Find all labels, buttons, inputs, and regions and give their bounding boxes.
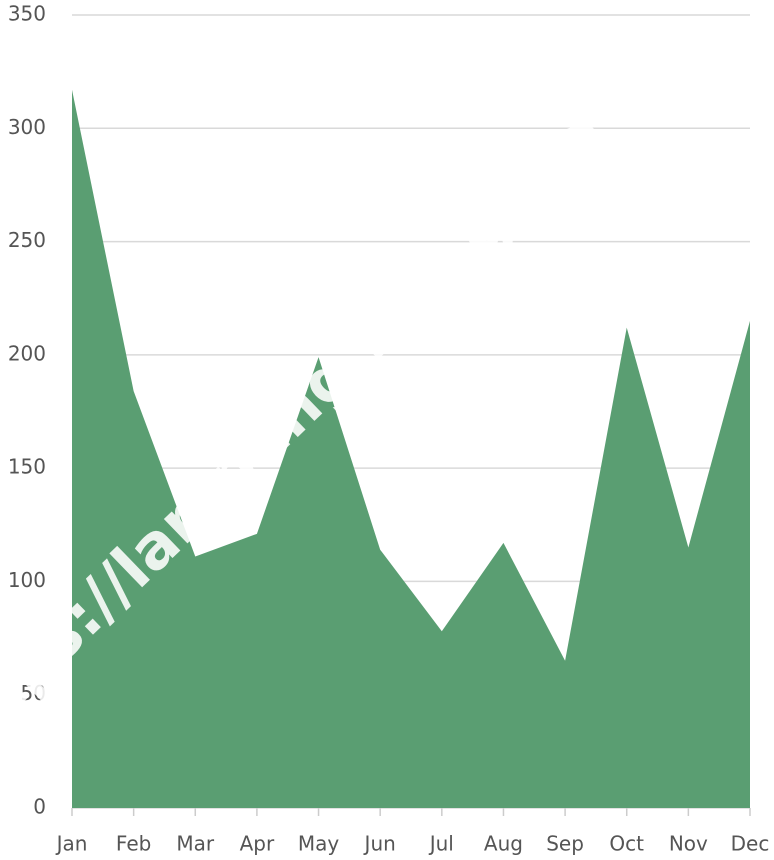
x-tick-label: Feb <box>116 832 151 856</box>
x-tick-label: Mar <box>176 832 215 856</box>
x-tick-label: Aug <box>484 832 523 856</box>
x-tick-label: May <box>298 832 340 856</box>
y-tick-label: 300 <box>8 115 46 139</box>
x-tick-label: Jul <box>428 832 454 856</box>
y-tick-label: 0 <box>33 795 46 819</box>
x-tick-label: Nov <box>669 832 708 856</box>
x-tick-label: Dec <box>731 832 770 856</box>
y-tick-label: 150 <box>8 455 46 479</box>
x-tick-label: Jan <box>55 832 88 856</box>
y-tick-label: 200 <box>8 341 46 365</box>
y-tick-label: 350 <box>8 2 46 26</box>
y-tick-label: 250 <box>8 228 46 252</box>
area <box>72 89 750 809</box>
x-tick-label: Oct <box>609 832 644 856</box>
y-tick-label: 100 <box>8 568 46 592</box>
x-tick-label: Jun <box>363 832 396 856</box>
y-tick-label: 50 <box>21 681 46 705</box>
x-tick-label: Apr <box>240 832 275 856</box>
x-tick-label: Sep <box>546 832 584 856</box>
